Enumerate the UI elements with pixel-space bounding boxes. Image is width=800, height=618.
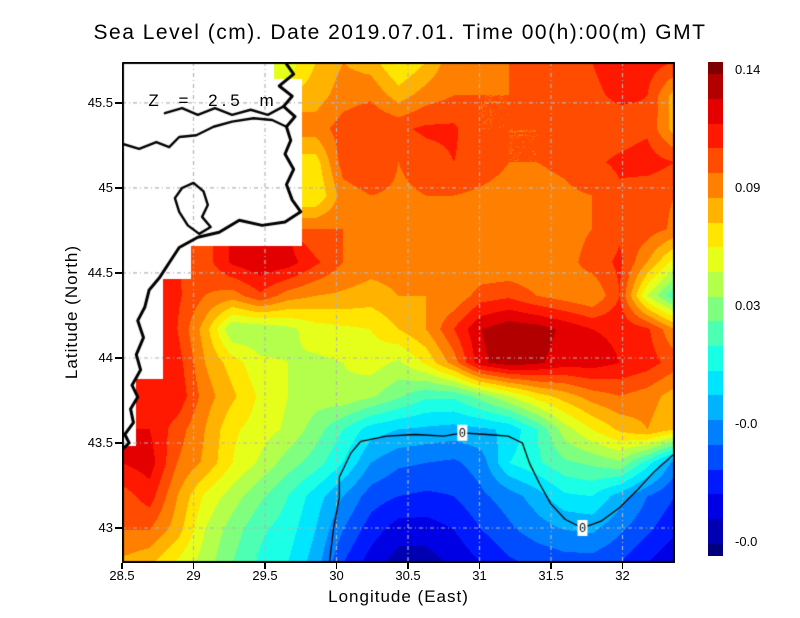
x-tick <box>550 563 552 569</box>
x-tick-label: 28.5 <box>109 568 135 583</box>
x-tick-label: 29 <box>186 568 201 583</box>
colorbar-tick-label: 0.03 <box>735 298 761 314</box>
y-tick-label: 43 <box>98 519 113 535</box>
depth-annotation: Z = 2.5 m <box>148 91 278 110</box>
x-tick <box>264 563 266 569</box>
x-tick <box>335 563 338 569</box>
sea-level-map-canvas <box>122 62 675 563</box>
x-tick <box>621 563 624 569</box>
colorbar-tick-label: -0.0 <box>735 534 758 550</box>
x-tick <box>407 563 409 569</box>
y-tick-label: 45 <box>98 179 113 195</box>
y-tick <box>115 442 122 444</box>
chart-title: Sea Level (cm). Date 2019.07.01. Time 00… <box>93 21 707 44</box>
colorbar-tick-label: 0.09 <box>735 179 761 195</box>
y-tick-label: 45.5 <box>87 94 113 110</box>
y-tick-label: 44.5 <box>87 264 113 280</box>
x-tick-label: 32 <box>615 568 630 583</box>
colorbar-tick-label: -0.0 <box>735 416 758 432</box>
x-tick <box>478 563 481 569</box>
colorbar-tick-label: 0.14 <box>735 61 761 77</box>
colorbar <box>708 62 723 556</box>
y-tick <box>115 187 122 189</box>
y-tick <box>115 357 122 359</box>
x-tick <box>192 563 195 569</box>
x-tick-label: 30 <box>329 568 344 583</box>
x-tick-label: 31.5 <box>538 568 564 583</box>
y-tick-label: 43.5 <box>87 434 113 450</box>
y-tick-label: 44 <box>98 349 113 365</box>
x-tick-label: 30.5 <box>395 568 421 583</box>
y-tick <box>115 527 122 529</box>
x-tick-label: 31 <box>472 568 487 583</box>
x-tick-label: 29.5 <box>252 568 278 583</box>
y-tick <box>115 272 122 274</box>
x-axis-title: Longitude (East) <box>328 587 469 606</box>
y-tick <box>115 102 122 104</box>
x-tick <box>121 563 123 569</box>
